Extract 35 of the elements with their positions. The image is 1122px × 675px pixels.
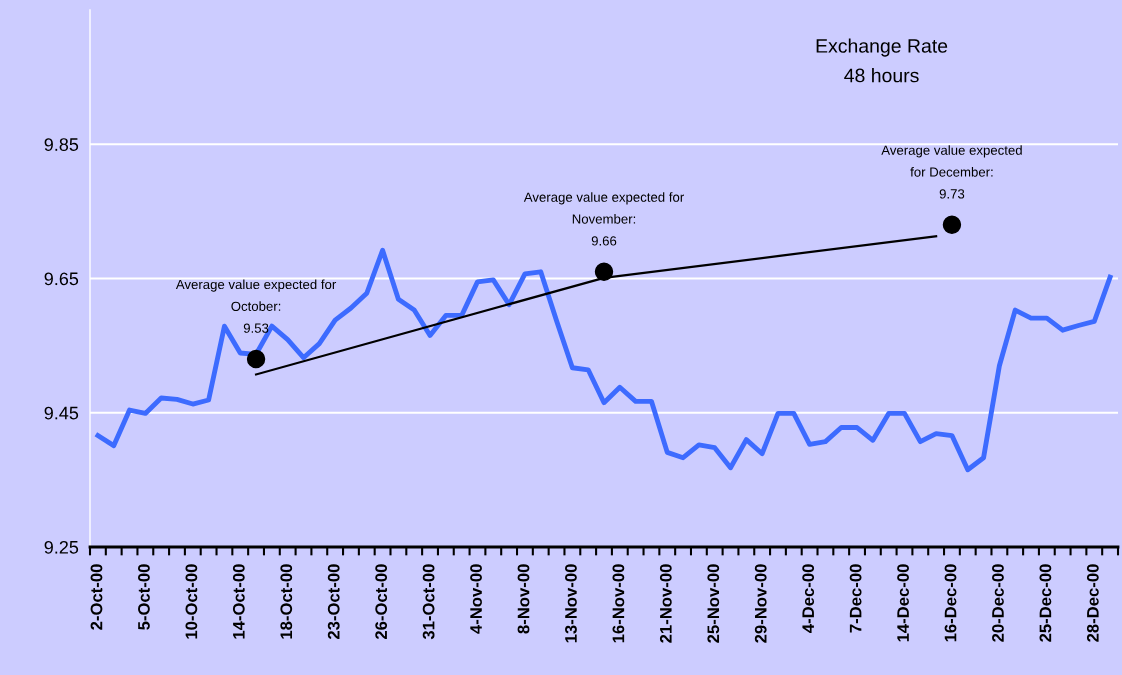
- text: Exchange Rate: [816, 38, 948, 57]
- data-label: Average value expected for November: 9.66: [523, 192, 684, 246]
- x-tick-label: 2-Oct-00: [90, 564, 103, 630]
- x-tick-label: 26-Oct-00: [375, 564, 388, 640]
- x-tick-label: 10-Oct-00: [185, 564, 198, 639]
- x-tick-label: 14-Oct-00: [232, 564, 245, 639]
- x-tick-label: 5-Oct-00: [138, 564, 150, 630]
- x-tick-label: 20-Dec-00: [992, 564, 1004, 642]
- x-tick-label: 18-Oct-00: [280, 564, 293, 639]
- text: 48 hours: [844, 68, 919, 83]
- x-tick-label: 29-Nov-00: [754, 564, 767, 643]
- data-label: Average value expected for October: 9.53: [175, 279, 337, 333]
- x-tick-label: 16-Dec-00: [944, 564, 957, 642]
- x-tick-label: 14-Dec-00: [897, 564, 909, 642]
- x-tick-label: 4-Nov-00: [470, 564, 482, 634]
- point: [594, 262, 614, 281]
- x-tick-label: 16-Nov-00: [612, 564, 625, 643]
- x-tick-label: 8-Nov-00: [517, 564, 530, 634]
- x-tick-label: 28-Dec-00: [1086, 564, 1099, 642]
- line-series: [95, 247, 1113, 473]
- y-tick-label: 9.25: [44, 540, 79, 554]
- x-tick-label: 7-Dec-00: [849, 564, 862, 633]
- x-tick-label: 25-Dec-00: [1039, 564, 1052, 642]
- x-tick-label: 13-Nov-00: [565, 564, 577, 643]
- point: [942, 215, 962, 235]
- y-tick-label: 9.85: [44, 138, 79, 151]
- x-tick-label: 31-Oct-00: [422, 564, 435, 640]
- x-tick-label: 4-Dec-00: [802, 564, 815, 633]
- point: [246, 349, 266, 369]
- x-tick-label: 21-Nov-00: [659, 564, 672, 643]
- x-tick-label: 25-Nov-00: [707, 564, 720, 643]
- y-tick-label: 9.65: [44, 272, 79, 286]
- data-label: Average value expected for December: 9.73: [881, 145, 1022, 199]
- y-tick-label: 9.45: [44, 406, 79, 420]
- x-tick-label: 23-Oct-00: [327, 564, 340, 640]
